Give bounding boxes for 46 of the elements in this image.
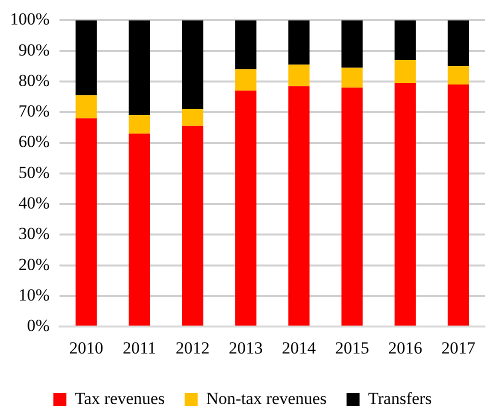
- bar: [394, 60, 416, 84]
- bar: [76, 20, 97, 96]
- bar: [341, 88, 363, 326]
- x-tick-label: 2010: [69, 338, 104, 358]
- bar: [182, 126, 204, 326]
- bar: [394, 20, 416, 60]
- y-tick-label: 60%: [18, 132, 50, 152]
- bar: [128, 20, 150, 116]
- y-tick-label: 20%: [18, 254, 50, 274]
- bar: [128, 134, 150, 326]
- bar: [448, 84, 470, 326]
- y-tick-label: 0%: [26, 316, 50, 336]
- y-tick-label: 100%: [10, 10, 50, 29]
- y-tick-label: 10%: [18, 285, 50, 304]
- legend-label: Non-tax revenues: [206, 388, 327, 408]
- bar: [235, 90, 256, 326]
- x-tick-label: 2012: [176, 338, 210, 358]
- y-tick-label: 90%: [18, 40, 50, 60]
- bar: [76, 95, 97, 118]
- legend-label: Tax revenues: [74, 388, 165, 408]
- x-tick-label: 2016: [388, 338, 422, 358]
- bar: [288, 64, 310, 86]
- y-tick-label: 40%: [18, 194, 50, 213]
- y-tick-label: 70%: [18, 102, 50, 121]
- bar: [182, 109, 204, 126]
- bar: [128, 115, 150, 134]
- x-tick-label: 2017: [441, 338, 476, 358]
- y-tick-label: 80%: [18, 70, 50, 90]
- bar: [341, 68, 363, 88]
- bar: [76, 118, 97, 326]
- y-tick-label: 50%: [18, 162, 50, 182]
- bar: [341, 20, 363, 68]
- x-tick-label: 2011: [122, 338, 156, 358]
- bar: [235, 69, 256, 91]
- x-tick-label: 2014: [282, 338, 316, 358]
- bar: [448, 20, 470, 66]
- legend-label: Transfers: [368, 388, 432, 408]
- bar: [182, 20, 204, 110]
- bar: [235, 20, 256, 70]
- bar: [448, 66, 470, 85]
- y-tick-label: 30%: [18, 224, 50, 244]
- bar: [394, 83, 416, 326]
- bar: [288, 20, 310, 65]
- x-tick-label: 2015: [335, 338, 370, 358]
- x-tick-label: 2013: [228, 338, 263, 358]
- bar: [288, 86, 310, 326]
